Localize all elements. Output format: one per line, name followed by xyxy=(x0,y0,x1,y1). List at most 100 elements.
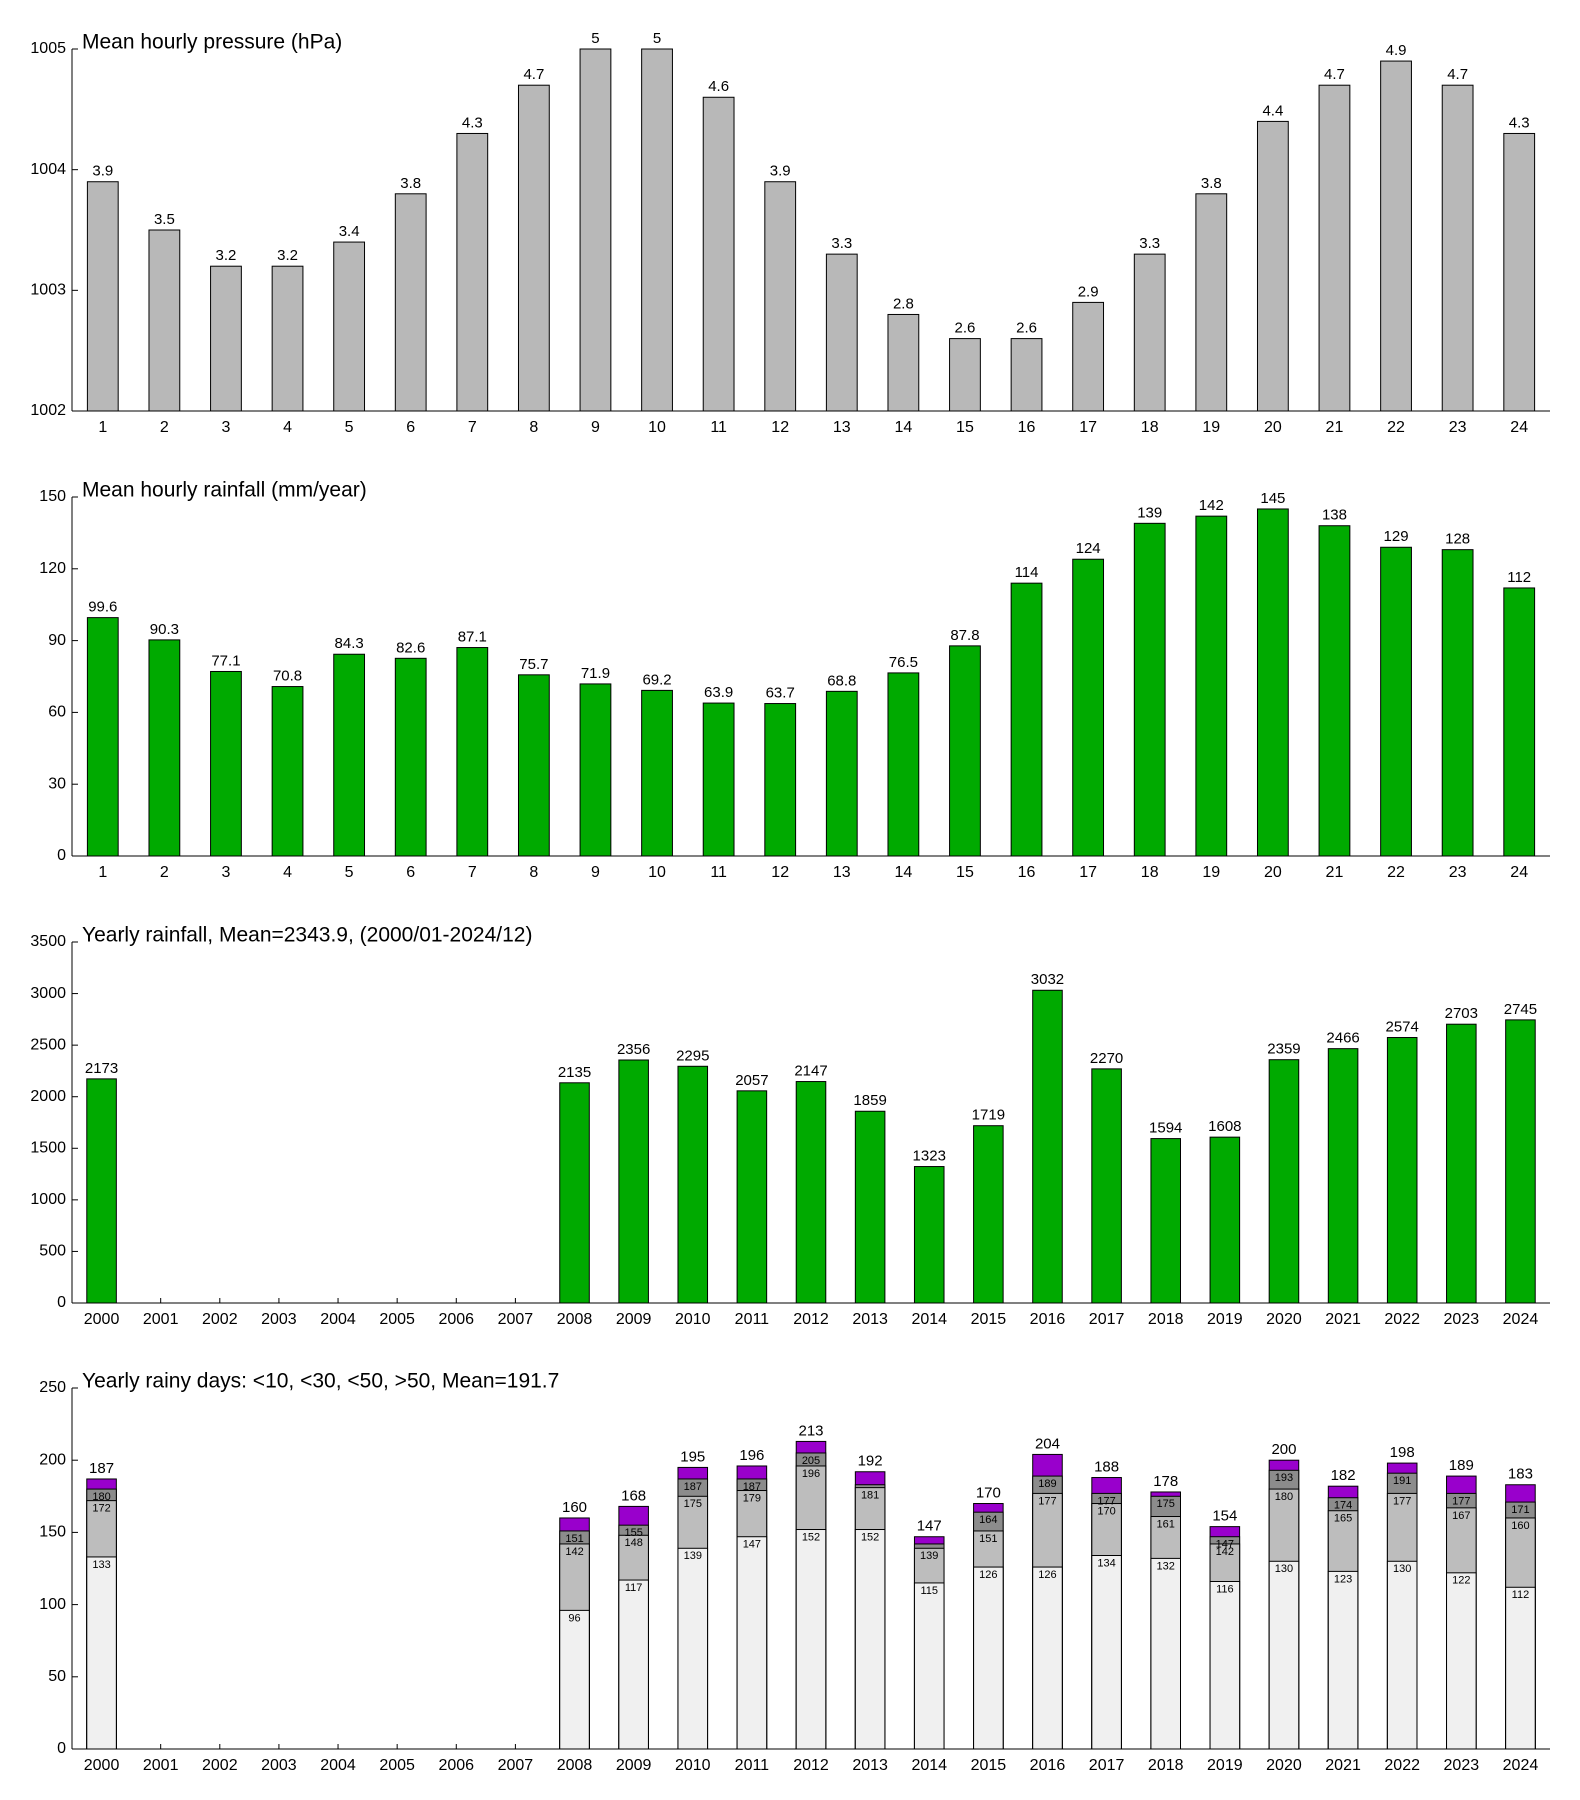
bar xyxy=(618,1579,649,1750)
x-tick-label: 6 xyxy=(406,419,415,436)
value-label: 182 xyxy=(1331,1467,1356,1484)
y-tick-label: 3500 xyxy=(30,933,66,950)
x-tick-label: 2020 xyxy=(1266,1757,1302,1774)
value-label: 152 xyxy=(861,1531,879,1543)
x-tick-label: 7 xyxy=(468,419,477,436)
x-tick-label: 2003 xyxy=(261,1757,297,1774)
value-label: 87.1 xyxy=(458,629,487,646)
x-tick-label: 1 xyxy=(98,419,107,436)
bar xyxy=(86,617,119,857)
value-label: 70.8 xyxy=(273,668,302,685)
x-tick-label: 2008 xyxy=(557,1311,593,1328)
value-label: 142 xyxy=(1216,1546,1234,1558)
x-tick-label: 2015 xyxy=(971,1757,1007,1774)
bar xyxy=(795,1529,827,1750)
x-tick-label: 2007 xyxy=(498,1311,534,1328)
value-label: 2173 xyxy=(85,1060,118,1077)
bar xyxy=(736,1536,768,1750)
x-tick-label: 2022 xyxy=(1384,1757,1420,1774)
value-label: 96 xyxy=(568,1612,580,1624)
bar xyxy=(677,1547,709,1750)
value-label: 148 xyxy=(624,1537,642,1549)
value-label: 3032 xyxy=(1031,971,1064,988)
value-label: 1608 xyxy=(1208,1118,1241,1135)
y-tick-label: 2500 xyxy=(30,1036,66,1053)
y-tick-label: 1004 xyxy=(30,161,66,178)
value-label: 126 xyxy=(1038,1569,1056,1581)
value-label: 2703 xyxy=(1445,1005,1478,1022)
value-label: 204 xyxy=(1035,1435,1060,1452)
value-label: 3.5 xyxy=(154,211,175,228)
value-label: 132 xyxy=(1157,1560,1175,1572)
bar xyxy=(1150,1138,1181,1304)
x-tick-label: 2016 xyxy=(1030,1311,1066,1328)
value-label: 171 xyxy=(1511,1504,1529,1516)
bar xyxy=(1327,1570,1359,1750)
bar xyxy=(271,265,304,412)
value-label: 170 xyxy=(1097,1505,1115,1517)
x-tick-label: 24 xyxy=(1510,419,1528,436)
value-label: 142 xyxy=(1199,497,1224,514)
y-tick-label: 200 xyxy=(39,1451,66,1468)
x-tick-label: 5 xyxy=(345,419,354,436)
x-tick-label: 2018 xyxy=(1148,1311,1184,1328)
bar xyxy=(210,265,242,412)
bar xyxy=(1010,338,1043,412)
bar xyxy=(394,657,427,857)
x-tick-label: 4 xyxy=(283,419,292,436)
bar xyxy=(913,1582,945,1750)
x-tick-label: 12 xyxy=(771,864,789,881)
bar xyxy=(1386,1560,1418,1750)
x-tick-label: 2019 xyxy=(1207,1757,1243,1774)
x-tick-label: 2007 xyxy=(498,1757,534,1774)
value-label: 3.3 xyxy=(1139,235,1160,252)
x-tick-label: 2005 xyxy=(379,1757,415,1774)
bar xyxy=(559,1609,590,1750)
value-label: 3.3 xyxy=(831,235,852,252)
bar xyxy=(1032,1566,1063,1750)
bar xyxy=(949,338,981,412)
value-label: 133 xyxy=(92,1559,110,1571)
bar xyxy=(854,1529,886,1750)
x-tick-label: 2016 xyxy=(1030,1757,1066,1774)
value-label: 2.8 xyxy=(893,295,914,312)
x-tick-label: 3 xyxy=(222,419,231,436)
bar xyxy=(887,313,920,412)
value-label: 177 xyxy=(1038,1495,1056,1507)
value-label: 63.7 xyxy=(766,685,795,702)
value-label: 175 xyxy=(684,1498,702,1510)
value-label: 4.7 xyxy=(523,66,544,83)
bar xyxy=(1503,132,1536,412)
x-tick-label: 2017 xyxy=(1089,1757,1125,1774)
value-label: 170 xyxy=(976,1484,1001,1501)
value-label: 189 xyxy=(1449,1457,1474,1474)
x-tick-label: 2002 xyxy=(202,1311,238,1328)
x-tick-label: 16 xyxy=(1018,864,1036,881)
x-tick-label: 15 xyxy=(956,419,974,436)
x-tick-label: 20 xyxy=(1264,419,1282,436)
bar xyxy=(1446,1023,1477,1304)
value-label: 69.2 xyxy=(642,671,671,688)
value-label: 180 xyxy=(1275,1491,1293,1503)
value-label: 75.7 xyxy=(519,656,548,673)
value-label: 183 xyxy=(1508,1466,1533,1483)
bar xyxy=(913,1166,945,1304)
bar xyxy=(1091,1555,1122,1750)
chart-title: Yearly rainfall, Mean=2343.9, (2000/01-2… xyxy=(82,924,532,947)
y-tick-label: 0 xyxy=(57,1294,66,1311)
value-label: 198 xyxy=(1390,1444,1415,1461)
x-tick-label: 21 xyxy=(1326,864,1344,881)
bar xyxy=(702,96,735,412)
bar xyxy=(1032,989,1063,1304)
y-tick-label: 150 xyxy=(39,488,66,505)
value-label: 3.9 xyxy=(770,163,791,180)
bar xyxy=(618,1059,649,1304)
bar xyxy=(1256,508,1289,857)
value-label: 154 xyxy=(1212,1508,1237,1525)
value-label: 82.6 xyxy=(396,639,425,656)
bar xyxy=(973,1125,1004,1304)
y-tick-label: 60 xyxy=(48,704,66,721)
x-tick-label: 18 xyxy=(1141,864,1159,881)
